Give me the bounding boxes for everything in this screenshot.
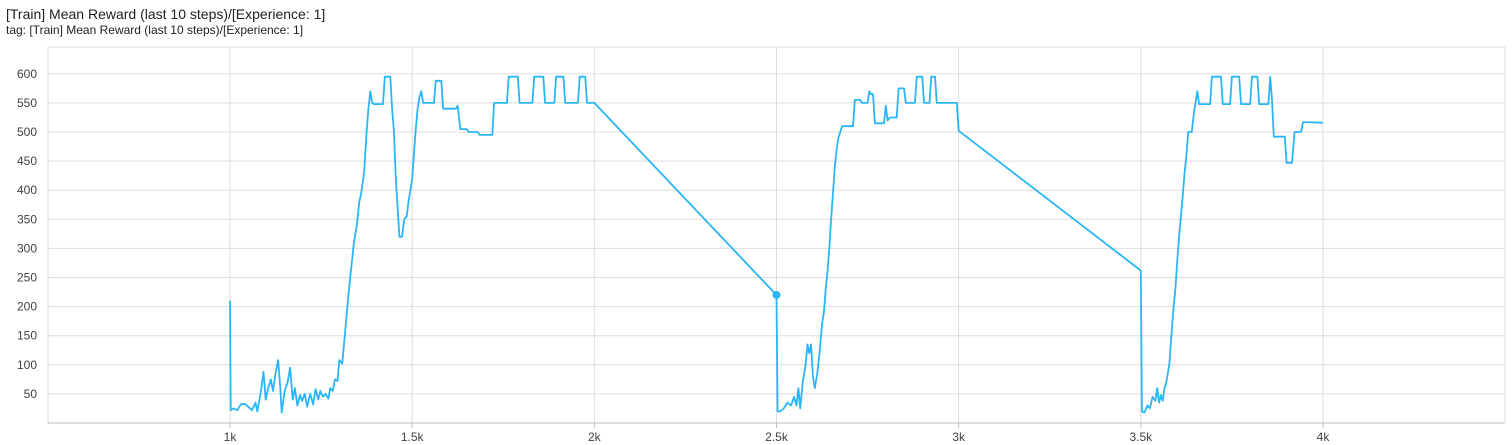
chart-header: [Train] Mean Reward (last 10 steps)/[Exp…	[6, 6, 325, 37]
y-tick-label: 150	[17, 329, 37, 343]
y-tick-label: 600	[17, 67, 37, 81]
chart-title: [Train] Mean Reward (last 10 steps)/[Exp…	[6, 6, 326, 22]
y-tick-label: 550	[17, 96, 37, 110]
y-tick-label: 400	[17, 183, 37, 197]
chart-tag: tag: [Train] Mean Reward (last 10 steps)…	[6, 23, 304, 37]
axes	[47, 46, 1506, 428]
highlighted-data-point[interactable]	[772, 290, 781, 299]
x-tick-label: 3.5k	[1129, 430, 1153, 444]
y-tick-label: 300	[17, 241, 37, 255]
x-tick-label: 1.5k	[401, 430, 425, 444]
y-tick-label: 200	[17, 300, 37, 314]
y-tick-label: 450	[17, 154, 37, 168]
y-axis-tick-labels: 50 100 150 200 250 300 350 400 450 500 550 600	[17, 67, 37, 401]
x-tick-label: 1k	[224, 430, 238, 444]
y-tick-label: 100	[17, 358, 37, 372]
x-tick-label: 2k	[588, 430, 602, 444]
x-axis-tick-labels: 1k 1.5k 2k 2.5k 3k 3.5k 4k	[224, 430, 1331, 444]
y-tick-label: 250	[17, 271, 37, 285]
y-tick-label: 350	[17, 212, 37, 226]
grid-lines	[48, 47, 1505, 423]
x-tick-label: 3k	[952, 430, 966, 444]
x-tick-label: 2.5k	[765, 430, 789, 444]
series-layer	[229, 75, 1324, 414]
y-tick-label: 50	[24, 387, 38, 401]
y-tick-label: 500	[17, 125, 37, 139]
series-line	[229, 75, 1324, 414]
x-tick-label: 4k	[1317, 430, 1331, 444]
